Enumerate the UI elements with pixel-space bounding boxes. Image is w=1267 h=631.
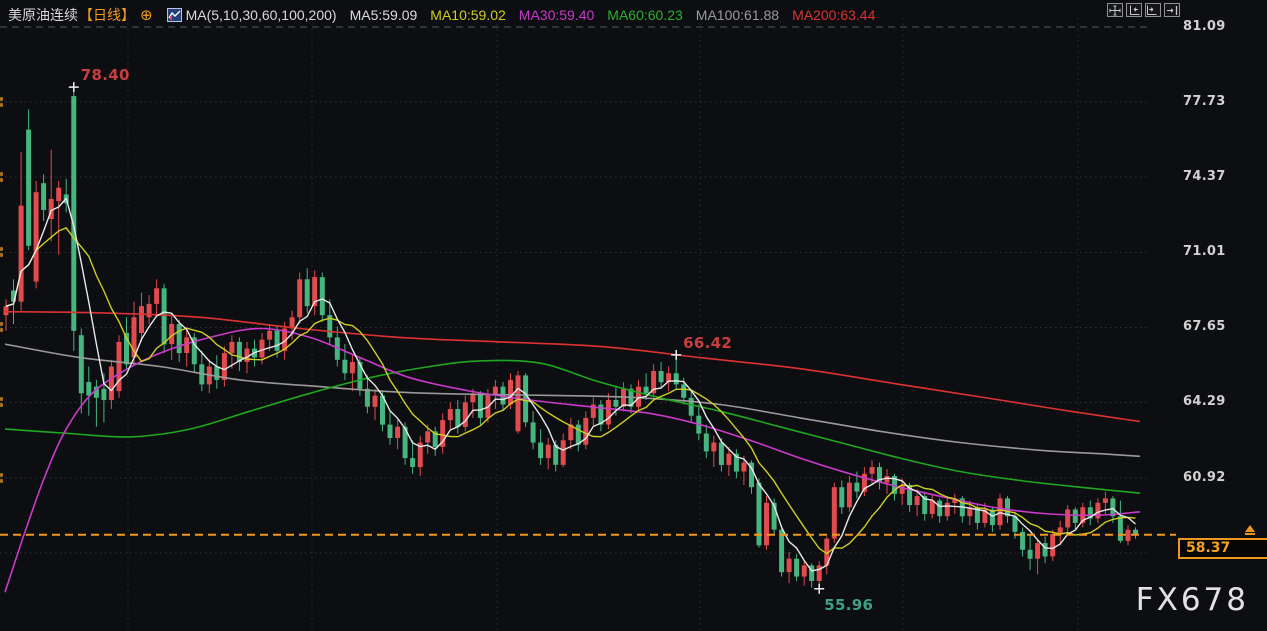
left-axis-fragment xyxy=(0,172,3,177)
ma200-value: MA200:63.44 xyxy=(792,7,876,23)
left-axis-fragment xyxy=(0,403,3,408)
pan-left-icon[interactable] xyxy=(1126,3,1142,17)
current-price-tag: 58.37 xyxy=(1178,537,1267,559)
pan-right-icon[interactable] xyxy=(1145,3,1161,17)
price-up-arrow-icon xyxy=(1244,524,1256,535)
left-axis-fragment xyxy=(0,103,3,108)
low-annotation: 55.96 xyxy=(824,595,874,614)
jump-latest-icon[interactable] xyxy=(1164,3,1180,17)
left-axis-fragment xyxy=(0,322,3,327)
axis-price-label: 60.92 xyxy=(1183,469,1226,485)
chart-toolbar xyxy=(1107,3,1180,17)
left-axis-fragment xyxy=(0,328,3,333)
left-axis-fragment xyxy=(0,397,3,402)
ma5-value: MA5:59.09 xyxy=(349,7,418,23)
left-axis-fragment xyxy=(0,472,3,477)
left-axis-fragment xyxy=(0,178,3,183)
indicator-icon[interactable] xyxy=(166,8,182,22)
swing-high-annotation: 66.42 xyxy=(683,333,733,352)
ma100-value: MA100:61.88 xyxy=(695,7,780,23)
watermark: FX678 xyxy=(1135,582,1249,618)
ma-group-label: MA(5,10,30,60,100,200) xyxy=(185,7,337,23)
high-annotation: 78.40 xyxy=(80,66,130,85)
ma10-value: MA10:59.02 xyxy=(430,7,506,23)
ma30-value: MA30:59.40 xyxy=(518,7,595,23)
crosshair-icon[interactable] xyxy=(1107,3,1123,17)
axis-price-label: 64.29 xyxy=(1183,394,1226,410)
period-tag[interactable]: 【日线】 xyxy=(79,7,135,23)
axis-price-label: 67.65 xyxy=(1183,319,1226,335)
left-axis-fragment xyxy=(0,97,3,102)
ma60-value: MA60:60.23 xyxy=(607,7,683,23)
add-indicator-icon[interactable]: ⊕ xyxy=(140,6,153,24)
axis-price-label: 71.01 xyxy=(1183,244,1226,260)
axis-price-label: 77.73 xyxy=(1183,94,1226,110)
axis-price-label: 74.37 xyxy=(1183,169,1226,185)
left-axis-fragment xyxy=(0,478,3,483)
instrument-title: 美原油连续 xyxy=(8,7,78,23)
left-axis-fragment xyxy=(0,247,3,252)
axis-price-label: 81.09 xyxy=(1183,19,1226,34)
chart-legend: 美原油连续 【日线】 ⊕ MA(5,10,30,60,100,200) MA5:… xyxy=(8,5,875,25)
left-axis-fragment xyxy=(0,253,3,258)
